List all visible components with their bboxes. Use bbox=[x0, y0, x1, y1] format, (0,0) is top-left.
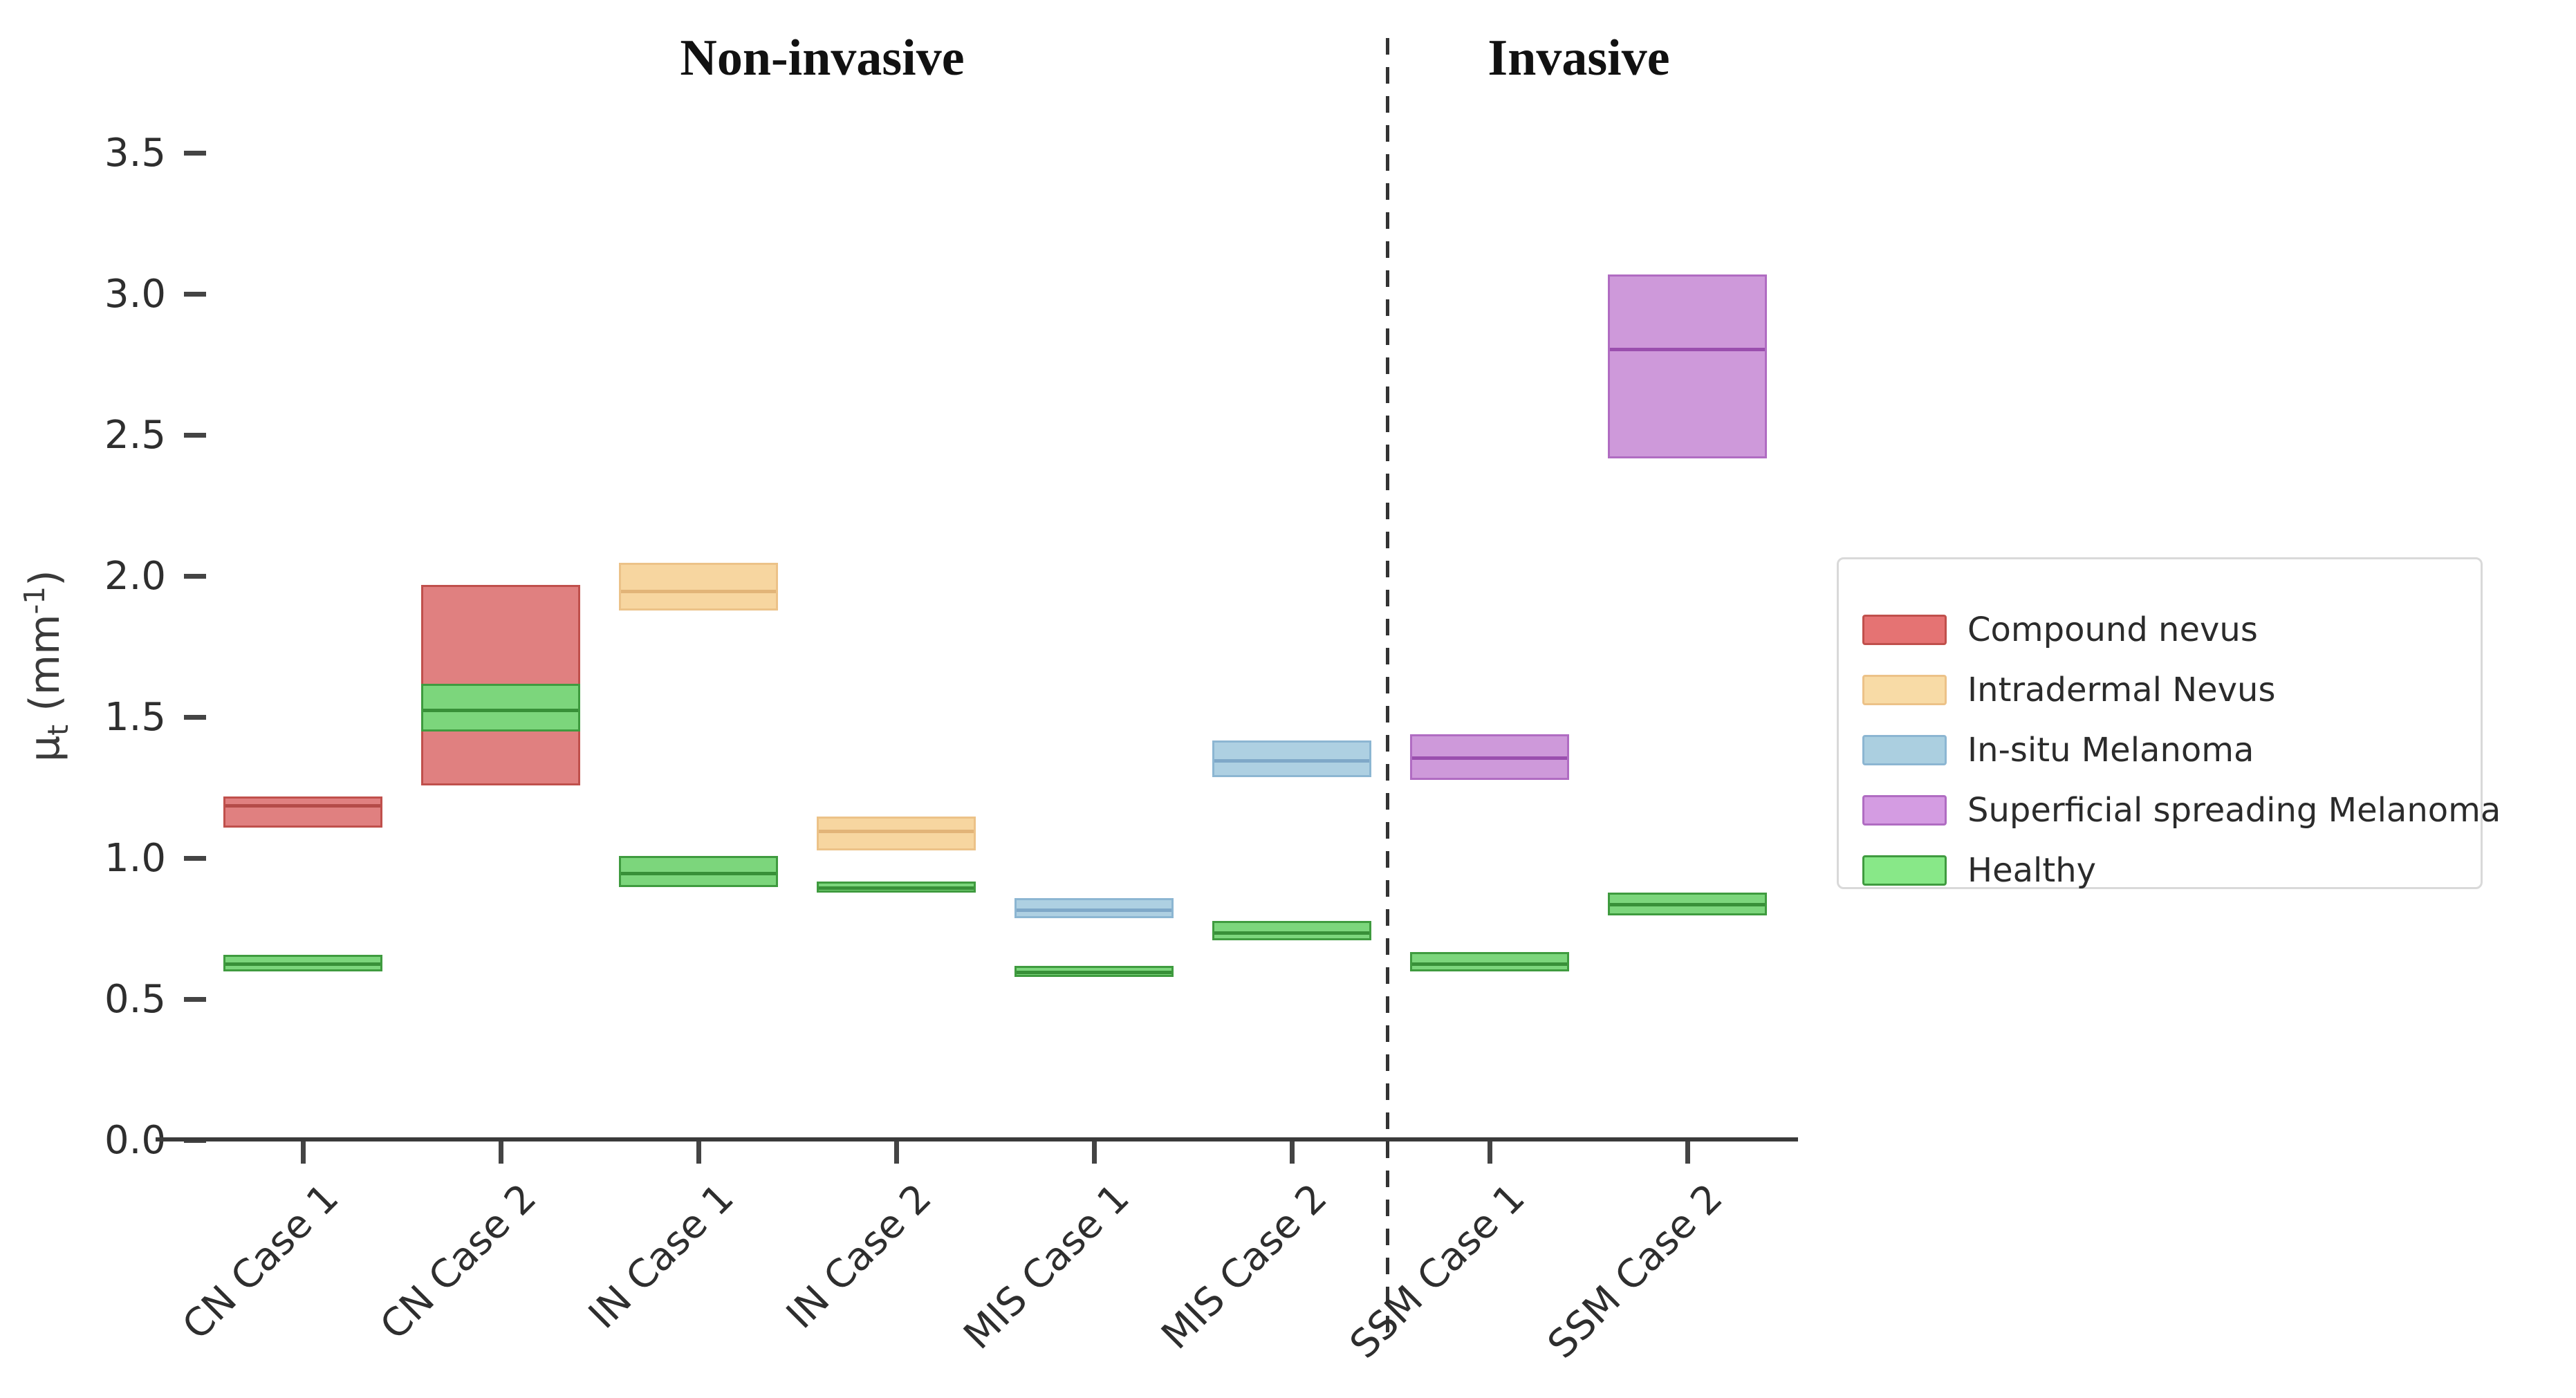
median-line bbox=[621, 872, 776, 876]
legend-label: Intradermal Nevus bbox=[1967, 670, 2276, 709]
y-tick-label: 1.5 bbox=[104, 695, 166, 740]
legend-items: Compound nevus Intradermal Nevus In-situ M… bbox=[1862, 599, 2501, 900]
median-line bbox=[621, 590, 776, 594]
box-healthy-cn-case-1 bbox=[223, 954, 382, 972]
x-tick-label-text: CN Case 2 bbox=[371, 1175, 545, 1349]
legend-swatch bbox=[1862, 794, 1947, 826]
x-tick bbox=[1290, 1141, 1295, 1164]
x-tick bbox=[696, 1141, 701, 1164]
x-tick-label-text: IN Case 2 bbox=[778, 1175, 940, 1338]
x-tick-label-text: MIS Case 2 bbox=[1153, 1175, 1336, 1359]
legend-item: Intradermal Nevus bbox=[1862, 660, 2481, 720]
median-line bbox=[1412, 756, 1567, 761]
legend-swatch bbox=[1862, 674, 1947, 705]
box-healthy-mis-case-1 bbox=[1014, 966, 1174, 978]
median-line bbox=[819, 886, 974, 890]
y-tick-label: 3.0 bbox=[104, 272, 166, 317]
legend-label: In-situ Melanoma bbox=[1967, 730, 2254, 770]
median-line bbox=[1610, 347, 1765, 351]
y-tick bbox=[184, 151, 206, 156]
median-line bbox=[1214, 931, 1369, 935]
section-label-non-invasive: Non-invasive bbox=[680, 30, 965, 86]
x-tick bbox=[1092, 1141, 1097, 1164]
box-superficial-spreading-melanoma-ssm-case-1 bbox=[1410, 734, 1569, 780]
legend-label: Healthy bbox=[1967, 850, 2097, 890]
legend-label: Superficial spreading Melanoma bbox=[1967, 790, 2501, 830]
y-tick bbox=[184, 715, 206, 720]
y-tick-label: 2.5 bbox=[104, 413, 166, 458]
y-tick bbox=[184, 856, 206, 861]
box-compound-nevus-cn-case-1 bbox=[223, 796, 382, 828]
x-tick bbox=[499, 1141, 503, 1164]
box-healthy-in-case-2 bbox=[817, 881, 976, 893]
y-tick bbox=[184, 997, 206, 1002]
median-line bbox=[819, 830, 974, 834]
y-tick bbox=[184, 292, 206, 297]
box-in-situ-melanoma-mis-case-2 bbox=[1212, 740, 1371, 777]
section-label-invasive: Invasive bbox=[1488, 30, 1670, 86]
median-line bbox=[225, 962, 380, 966]
box-intradermal-nevus-in-case-2 bbox=[817, 816, 976, 850]
legend-label: Compound nevus bbox=[1967, 610, 2258, 649]
box-in-situ-melanoma-mis-case-1 bbox=[1014, 898, 1174, 918]
box-superficial-spreading-melanoma-ssm-case-2 bbox=[1608, 274, 1767, 458]
x-tick-label-text: SSM Case 2 bbox=[1539, 1175, 1732, 1368]
x-axis-line bbox=[156, 1137, 1798, 1141]
y-tick bbox=[184, 433, 206, 438]
legend-swatch bbox=[1862, 734, 1947, 765]
legend-box: Compound nevus Intradermal Nevus In-situ M… bbox=[1837, 557, 2501, 890]
median-line bbox=[1610, 903, 1765, 907]
y-tick-label: 2.0 bbox=[104, 554, 166, 599]
median-line bbox=[1412, 962, 1567, 966]
median-line bbox=[1214, 759, 1369, 763]
legend-item: In-situ Melanoma bbox=[1862, 720, 2481, 780]
legend-item: Healthy bbox=[1862, 840, 2481, 900]
x-tick-label-text: IN Case 1 bbox=[580, 1175, 743, 1338]
x-tick-label-text: CN Case 1 bbox=[174, 1175, 347, 1349]
y-tick bbox=[184, 574, 206, 579]
legend-swatch bbox=[1862, 614, 1947, 645]
x-tick-label-text: MIS Case 1 bbox=[955, 1175, 1138, 1359]
y-tick-label: 3.5 bbox=[104, 131, 166, 176]
legend-swatch bbox=[1862, 855, 1947, 886]
x-tick-label-text: SSM Case 1 bbox=[1342, 1175, 1534, 1368]
box-healthy-cn-case-2 bbox=[421, 684, 580, 732]
box-healthy-mis-case-2 bbox=[1212, 920, 1371, 941]
median-line bbox=[225, 804, 380, 808]
y-tick-label: 1.0 bbox=[104, 836, 166, 881]
box-healthy-ssm-case-1 bbox=[1410, 951, 1569, 972]
x-tick bbox=[1685, 1141, 1690, 1164]
median-line bbox=[1017, 971, 1171, 975]
median-line bbox=[423, 708, 578, 712]
x-tick bbox=[894, 1141, 899, 1164]
legend-item: Compound nevus bbox=[1862, 599, 2481, 660]
x-tick bbox=[301, 1141, 306, 1164]
box-healthy-in-case-1 bbox=[619, 855, 778, 887]
y-tick-label: 0.0 bbox=[104, 1118, 166, 1163]
section-divider-dashed-line bbox=[1386, 38, 1389, 1338]
box-intradermal-nevus-in-case-1 bbox=[619, 562, 778, 611]
legend-item: Superficial spreading Melanoma bbox=[1862, 780, 2501, 840]
x-tick bbox=[1488, 1141, 1492, 1164]
median-line bbox=[1017, 908, 1171, 913]
box-healthy-ssm-case-2 bbox=[1608, 892, 1767, 915]
y-tick-label: 0.5 bbox=[104, 977, 166, 1022]
